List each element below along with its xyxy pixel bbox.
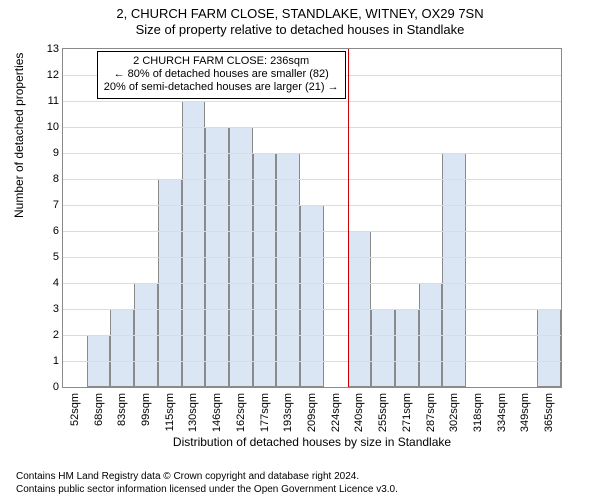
x-tick-label: 99sqm — [140, 393, 152, 426]
callout-line-3: 20% of semi-detached houses are larger (… — [104, 81, 339, 94]
reference-line — [348, 49, 349, 387]
x-tick-label: 240sqm — [353, 393, 365, 432]
callout-box: 2 CHURCH FARM CLOSE: 236sqm← 80% of deta… — [97, 51, 346, 99]
y-tick-label: 11 — [35, 95, 59, 107]
histogram-bar — [395, 309, 419, 387]
chart-subtitle: Size of property relative to detached ho… — [0, 22, 600, 38]
y-tick-label: 7 — [35, 199, 59, 211]
footer-line-1: Contains HM Land Registry data © Crown c… — [16, 470, 398, 483]
y-tick-label: 10 — [35, 121, 59, 133]
x-tick-label: 318sqm — [472, 393, 484, 432]
bars-container — [63, 49, 561, 387]
x-tick-label: 162sqm — [235, 393, 247, 432]
histogram-bar — [110, 309, 134, 387]
x-tick-label: 130sqm — [187, 393, 199, 432]
y-tick-label: 6 — [35, 225, 59, 237]
y-tick-label: 8 — [35, 173, 59, 185]
y-tick-label: 3 — [35, 303, 59, 315]
x-tick-label: 209sqm — [306, 393, 318, 432]
x-tick-label: 255sqm — [377, 393, 389, 432]
callout-line-1: 2 CHURCH FARM CLOSE: 236sqm — [104, 55, 339, 68]
x-tick-label: 334sqm — [496, 393, 508, 432]
footer-attribution: Contains HM Land Registry data © Crown c… — [16, 470, 398, 496]
histogram-bar — [537, 309, 561, 387]
x-tick-label: 349sqm — [519, 393, 531, 432]
chart-title: 2, CHURCH FARM CLOSE, STANDLAKE, WITNEY,… — [0, 6, 600, 22]
y-tick-label: 0 — [35, 381, 59, 393]
y-tick-label: 9 — [35, 147, 59, 159]
y-axis-label: Number of detached properties — [12, 53, 26, 218]
footer-line-2: Contains public sector information licen… — [16, 483, 398, 496]
x-tick-label: 52sqm — [69, 393, 81, 426]
x-tick-label: 365sqm — [543, 393, 555, 432]
x-tick-label: 177sqm — [259, 393, 271, 432]
plot-area: Distribution of detached houses by size … — [62, 48, 562, 388]
y-tick-label: 13 — [35, 43, 59, 55]
x-tick-label: 146sqm — [211, 393, 223, 432]
x-tick-label: 271sqm — [401, 393, 413, 432]
histogram-bar — [442, 153, 466, 387]
y-tick-label: 2 — [35, 329, 59, 341]
x-tick-label: 302sqm — [448, 393, 460, 432]
y-tick-label: 1 — [35, 355, 59, 367]
histogram-bar — [371, 309, 395, 387]
y-tick-label: 4 — [35, 277, 59, 289]
y-tick-label: 12 — [35, 69, 59, 81]
x-tick-label: 287sqm — [425, 393, 437, 432]
y-tick-label: 5 — [35, 251, 59, 263]
histogram-bar — [300, 205, 324, 387]
x-tick-label: 83sqm — [116, 393, 128, 426]
x-tick-label: 193sqm — [282, 393, 294, 432]
x-tick-label: 68sqm — [93, 393, 105, 426]
histogram-bar — [182, 101, 206, 387]
callout-line-2: ← 80% of detached houses are smaller (82… — [104, 68, 339, 81]
histogram-bar — [253, 153, 277, 387]
x-axis-label: Distribution of detached houses by size … — [63, 435, 561, 449]
histogram-bar — [276, 153, 300, 387]
x-tick-label: 115sqm — [164, 393, 176, 431]
x-tick-label: 224sqm — [330, 393, 342, 432]
